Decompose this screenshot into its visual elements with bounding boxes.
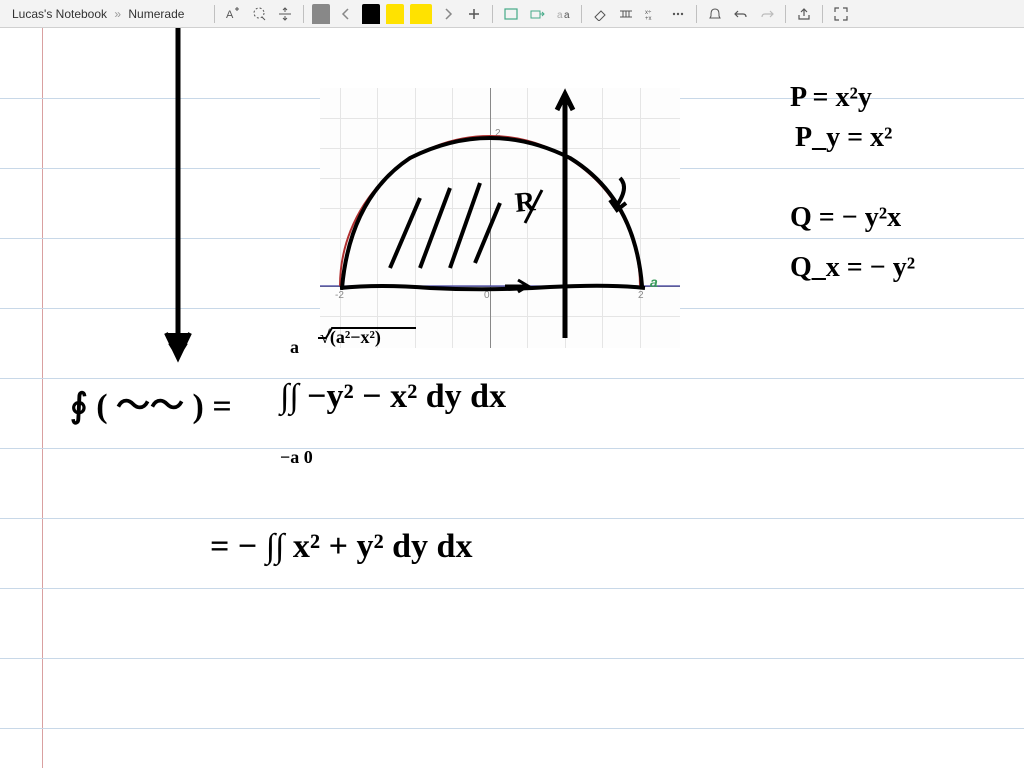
toolbar-divider	[303, 5, 304, 23]
prev-pen-icon[interactable]	[334, 2, 358, 26]
text-tool-icon[interactable]: A	[221, 2, 245, 26]
sqrt-vinculum	[318, 324, 418, 342]
toolbar-divider	[492, 5, 493, 23]
toolbar-divider	[581, 5, 582, 23]
graph-ink	[320, 88, 680, 348]
add-pen-icon[interactable]	[462, 2, 486, 26]
redo-icon[interactable]	[755, 2, 779, 26]
toolbar-divider	[696, 5, 697, 23]
pen-yellow-icon[interactable]	[386, 4, 404, 24]
eq-upper-a: a	[290, 338, 299, 358]
eq-qx: Q_x = − y²	[790, 253, 915, 284]
rule-line	[0, 728, 1024, 729]
ink-to-text-icon[interactable]: aa	[551, 2, 575, 26]
x-tick-neg2: -2	[335, 290, 344, 301]
graph-y-axis	[490, 88, 491, 348]
math-icon[interactable]: x÷+x	[640, 2, 664, 26]
rule-line	[0, 378, 1024, 379]
notification-icon[interactable]	[703, 2, 727, 26]
undo-icon[interactable]	[729, 2, 753, 26]
breadcrumb-separator: »	[114, 7, 121, 21]
fullscreen-exit-icon[interactable]	[829, 2, 853, 26]
eq-q: Q = − y²x	[790, 203, 901, 234]
eq-line2: = − ∫∫ x² + y² dy dx	[210, 528, 472, 565]
breadcrumb: Lucas's Notebook » Numerade	[8, 7, 208, 21]
highlighter-yellow-icon[interactable]	[410, 4, 432, 24]
toolbar-divider	[214, 5, 215, 23]
origin-label: 0	[484, 290, 490, 301]
pen-black-icon[interactable]	[362, 4, 380, 24]
rule-line	[0, 448, 1024, 449]
y-tick-2: 2	[495, 128, 501, 139]
eq-p: P = x²y	[790, 83, 872, 114]
breadcrumb-notebook[interactable]: Lucas's Notebook	[12, 7, 107, 21]
eq-line1-body: ∫∫ −y² − x² dy dx	[280, 378, 506, 415]
graph-inset: 0 -2 2 2 R a	[320, 88, 680, 348]
shape-rect-icon[interactable]	[499, 2, 523, 26]
rule-line	[0, 518, 1024, 519]
region-strike	[520, 188, 550, 228]
breadcrumb-page[interactable]: Numerade	[128, 7, 184, 21]
share-icon[interactable]	[792, 2, 816, 26]
svg-text:a: a	[564, 10, 570, 21]
more-icon[interactable]	[666, 2, 690, 26]
lasso-icon[interactable]	[247, 2, 271, 26]
margin-line	[42, 28, 43, 768]
a-label: a	[650, 274, 658, 290]
shape-arrow-icon[interactable]	[525, 2, 549, 26]
eq-line1-left: ∮ ( ～～ ) =	[70, 388, 232, 425]
eq-py: P_y = x²	[795, 123, 892, 154]
svg-text:A: A	[226, 9, 234, 21]
insert-space-icon[interactable]	[273, 2, 297, 26]
rule-line	[0, 658, 1024, 659]
x-tick-2: 2	[638, 290, 644, 301]
eraser-icon[interactable]	[588, 2, 612, 26]
eq-lower: −a 0	[280, 448, 313, 468]
note-canvas[interactable]: 0 -2 2 2 R a	[0, 28, 1024, 768]
graph-x-axis	[320, 286, 680, 287]
toolbar-divider	[785, 5, 786, 23]
pen-grey-icon[interactable]	[312, 4, 330, 24]
rule-line	[0, 588, 1024, 589]
ruler-icon[interactable]	[614, 2, 638, 26]
down-arrow-ink	[160, 28, 200, 378]
next-pen-icon[interactable]	[436, 2, 460, 26]
toolbar: Lucas's Notebook » Numerade A aa x÷	[0, 0, 1024, 28]
svg-text:a: a	[557, 10, 563, 21]
toolbar-divider	[822, 5, 823, 23]
svg-text:+x: +x	[645, 16, 652, 21]
